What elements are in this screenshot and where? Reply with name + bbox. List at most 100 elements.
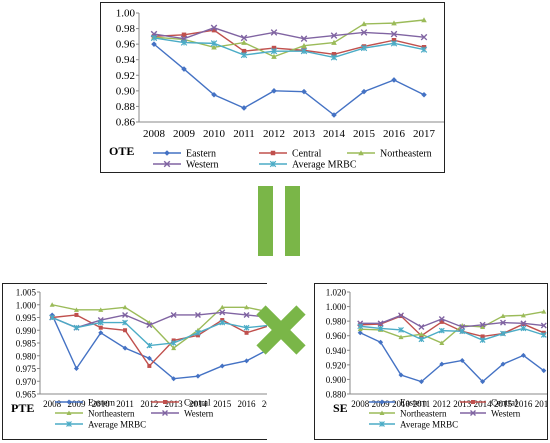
data-point (398, 312, 404, 319)
legend-label: Northeastern (380, 149, 432, 160)
data-point (219, 304, 225, 310)
legend-label: Western (186, 160, 219, 171)
data-point (418, 323, 425, 330)
legend-marker (164, 150, 170, 156)
legend-marker (379, 399, 385, 405)
y-tick-label: 0.880 (326, 390, 347, 400)
data-point (479, 337, 486, 344)
data-point (150, 34, 158, 42)
se-series-eastern (357, 330, 547, 385)
data-point (270, 47, 278, 55)
data-point (520, 352, 526, 358)
data-point (98, 307, 104, 312)
ote-series-western (150, 24, 428, 42)
series-line (51, 314, 267, 380)
data-point (243, 311, 250, 318)
x-tick-label: 2011 (233, 128, 255, 140)
data-point (360, 29, 368, 36)
x-tick-label: 2017 (413, 128, 436, 140)
data-point (240, 51, 248, 59)
x-tick-label: 2017 (535, 399, 548, 409)
data-point (398, 372, 404, 378)
y-tick-label: 0.960 (326, 331, 347, 341)
pte-series-central (50, 312, 267, 368)
data-point (146, 322, 153, 329)
y-tick-label: 0.94 (116, 54, 136, 66)
se-panel-label: SE (333, 401, 348, 415)
data-point (420, 46, 428, 53)
x-tick-label: 2016 (514, 399, 533, 409)
data-point (377, 320, 384, 327)
y-tick-label: 1.005 (16, 288, 37, 298)
equals-icon (258, 186, 300, 256)
series-line (51, 311, 267, 329)
y-tick-label: 0.900 (326, 375, 347, 385)
legend-item: Central (151, 398, 211, 408)
data-point (73, 324, 80, 331)
data-point (146, 355, 152, 361)
data-point (271, 88, 277, 94)
x-tick-label: 2010 (92, 399, 111, 409)
data-point (74, 312, 79, 317)
data-point (210, 40, 218, 47)
data-point (211, 27, 217, 33)
x-tick-label: 2014 (474, 399, 493, 409)
data-point (122, 345, 128, 351)
data-point (418, 336, 425, 343)
legend-item: Eastern (153, 149, 216, 160)
data-point (500, 330, 506, 337)
legend-marker (162, 410, 168, 416)
ote-chart: 0.86 0.88 0.90 0.92 0.94 0.96 0.98 1.00 2008 2009… (109, 8, 444, 171)
y-tick-label: 0.98 (116, 23, 136, 35)
data-point (540, 332, 547, 338)
data-point (244, 330, 249, 335)
data-point (500, 319, 506, 326)
series-line (52, 314, 267, 368)
x-tick-label: 2008 (351, 399, 370, 409)
data-point (398, 334, 404, 340)
data-point (391, 77, 397, 83)
data-point (330, 54, 338, 61)
series-line (52, 304, 267, 350)
x-tick-label: 2015 (494, 399, 513, 409)
legend-item: Average MRBC (369, 420, 458, 430)
data-point (211, 44, 217, 50)
data-point (421, 17, 427, 23)
y-tick-label: 1.000 (16, 300, 37, 310)
data-point (459, 357, 465, 363)
legend-marker (269, 160, 277, 168)
data-point (122, 304, 128, 310)
data-point (439, 319, 444, 324)
legend-label: Eastern (186, 149, 216, 160)
data-point (301, 88, 307, 95)
x-tick-label: 2009 (372, 399, 391, 409)
pte-chart: 0.965 0.970 0.975 0.980 0.985 0.990 0.995 1.000… (11, 288, 267, 430)
y-tick-label: 0.980 (16, 351, 37, 361)
data-point (398, 326, 404, 333)
data-point (500, 313, 506, 319)
data-point (243, 324, 250, 331)
data-point (146, 342, 153, 349)
data-point (241, 48, 247, 54)
y-tick-label: 0.970 (16, 377, 37, 387)
x-tick-label: 2012 (140, 399, 158, 409)
data-point (271, 45, 277, 51)
data-point (147, 363, 152, 368)
series-line (51, 316, 267, 347)
series-line (153, 37, 425, 59)
y-tick-label: 0.92 (116, 70, 135, 82)
legend-item: Average MRBC (259, 160, 357, 171)
series-line (360, 310, 544, 344)
data-point (541, 309, 547, 314)
data-point (500, 361, 506, 367)
data-point (300, 35, 308, 42)
legend-marker (270, 150, 276, 156)
pte-series-average-mrbc (49, 314, 267, 349)
data-point (361, 21, 367, 27)
data-point (361, 88, 367, 95)
data-point (98, 325, 103, 330)
legend-label: Central (292, 149, 322, 160)
legend-label: Central (491, 398, 518, 408)
pte-panel-label: PTE (11, 401, 34, 415)
legend-marker (471, 400, 475, 404)
